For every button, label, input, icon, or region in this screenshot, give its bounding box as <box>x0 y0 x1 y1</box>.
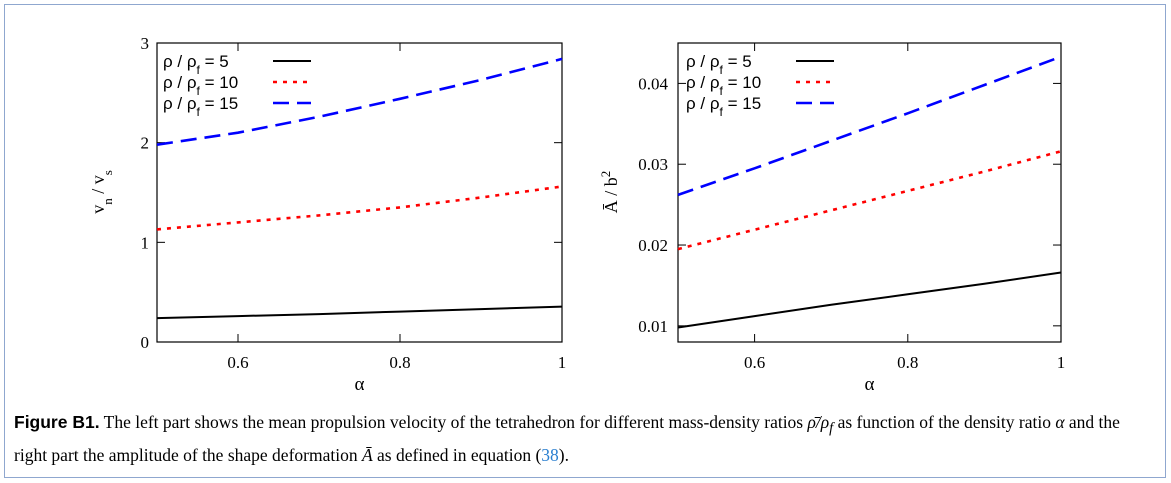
x-tick-label: 1 <box>1057 353 1066 372</box>
caption-text-e: ). <box>558 444 569 465</box>
series-line-3 <box>156 57 563 146</box>
y-tick-label: 0.02 <box>638 236 668 255</box>
x-axis-label: α <box>865 374 875 395</box>
legend-label-2: ρ / ρf = 10 <box>686 73 761 98</box>
x-tick-label: 0.8 <box>897 353 918 372</box>
caption-text-a: The left part shows the mean propulsion … <box>99 412 808 432</box>
caption-text-c: and the right part the amplitude of the … <box>14 412 1120 465</box>
x-axis-label: α <box>355 374 365 395</box>
y-tick-label: 0.01 <box>638 317 668 336</box>
caption-math-ratio: ρ̄/ρf <box>807 412 834 437</box>
x-tick-label: 0.8 <box>389 353 410 372</box>
legend-label-1: ρ / ρf = 5 <box>163 52 229 77</box>
y-tick-label: 0 <box>141 333 150 352</box>
equation-ref-link[interactable]: 38 <box>541 444 559 465</box>
caption-text-b: as function of the density ratio <box>833 412 1056 432</box>
legend-label-3: ρ / ρf = 15 <box>163 94 238 119</box>
caption-text-d: as defined in equation ( <box>372 444 542 465</box>
legend-label-3: ρ / ρf = 15 <box>686 94 761 119</box>
figure-caption: Figure B1. The left part shows the mean … <box>14 409 1154 468</box>
plot-frame <box>156 42 563 343</box>
x-tick-label: 1 <box>558 353 567 372</box>
x-tick-label: 0.6 <box>744 353 765 372</box>
series-line-1 <box>156 305 563 320</box>
series-line-1 <box>677 271 1062 329</box>
caption-math-amp: Ā <box>361 444 373 465</box>
series-line-2 <box>677 150 1062 251</box>
x-tick-label: 0.6 <box>227 353 248 372</box>
y-tick-label: 3 <box>141 34 150 53</box>
y-axis-label: Ā / b2 <box>598 171 622 214</box>
chart-left: 0.6 0.8 1 0 1 2 3 α vn / vs ρ / ρf = 5ρ / ρf = 10… <box>88 34 566 395</box>
y-tick-label: 2 <box>141 134 150 153</box>
y-tick-label: 0.04 <box>638 74 668 93</box>
chart-right: 0.6 0.8 1 0.01 0.02 0.03 0.04 α Ā / b2 ρ / ρf = 5… <box>598 42 1066 395</box>
plot-frame <box>677 42 1062 343</box>
y-axis-label: vn / vs <box>88 170 115 214</box>
series-line-2 <box>156 185 563 231</box>
legend-label-2: ρ / ρf = 10 <box>163 73 238 98</box>
legend-label-1: ρ / ρf = 5 <box>686 52 752 77</box>
caption-math-alpha: α <box>1055 412 1065 432</box>
y-tick-label: 0.03 <box>638 155 668 174</box>
caption-label: Figure B1. <box>14 412 100 432</box>
series-line-3 <box>677 55 1062 197</box>
figure-frame <box>4 4 1166 478</box>
y-tick-label: 1 <box>141 233 150 252</box>
